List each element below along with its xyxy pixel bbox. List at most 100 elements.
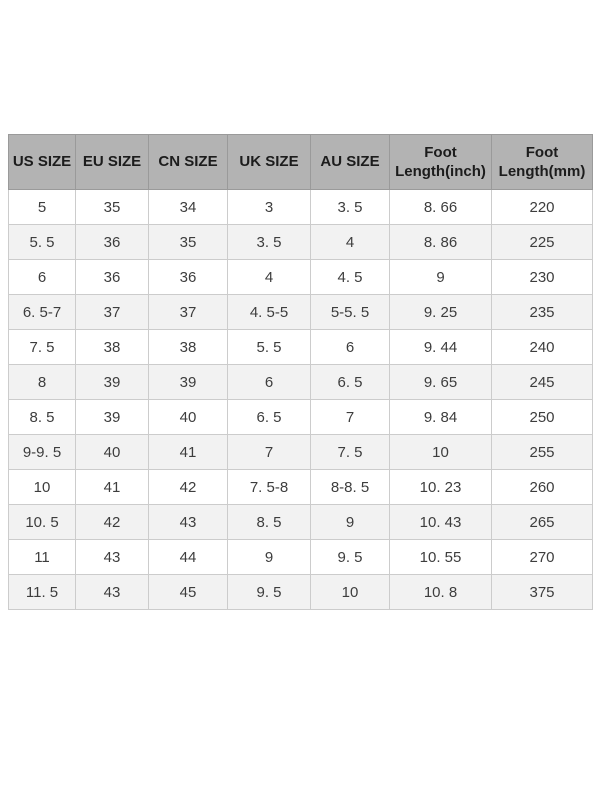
column-header-foot-length-inch: Foot Length(inch) — [389, 134, 492, 190]
column-header-eu-size: EU SIZE — [75, 134, 149, 190]
table-cell: 8. 86 — [389, 224, 492, 260]
column-header-us-size: US SIZE — [8, 134, 76, 190]
table-cell: 37 — [75, 294, 149, 330]
table-cell: 4 — [310, 224, 390, 260]
table-cell: 8. 66 — [389, 189, 492, 225]
table-cell: 11. 5 — [8, 574, 76, 610]
table-cell: 42 — [148, 469, 228, 505]
table-cell: 10. 5 — [8, 504, 76, 540]
table-cell: 6 — [310, 329, 390, 365]
table-cell: 9. 5 — [227, 574, 311, 610]
table-cell: 5. 5 — [8, 224, 76, 260]
table-row: 10. 5 42 43 8. 5 9 10. 43 265 — [8, 504, 593, 540]
table-cell: 250 — [491, 399, 593, 435]
table-cell: 4 — [227, 259, 311, 295]
table-cell: 6 — [227, 364, 311, 400]
table-cell: 265 — [491, 504, 593, 540]
table-cell: 34 — [148, 189, 228, 225]
table-cell: 4. 5-5 — [227, 294, 311, 330]
column-header-uk-size: UK SIZE — [227, 134, 311, 190]
table-cell: 3. 5 — [310, 189, 390, 225]
table-cell: 8 — [8, 364, 76, 400]
table-cell: 5. 5 — [227, 329, 311, 365]
table-cell: 43 — [75, 539, 149, 575]
table-cell: 36 — [148, 259, 228, 295]
table-cell: 43 — [148, 504, 228, 540]
table-cell: 40 — [148, 399, 228, 435]
table-header-row: US SIZE EU SIZE CN SIZE UK SIZE AU SIZE … — [8, 134, 593, 190]
table-row: 6 36 36 4 4. 5 9 230 — [8, 259, 593, 295]
table-row: 10 41 42 7. 5-8 8-8. 5 10. 23 260 — [8, 469, 593, 505]
table-cell: 9. 5 — [310, 539, 390, 575]
table-cell: 6. 5-7 — [8, 294, 76, 330]
table-cell: 10. 8 — [389, 574, 492, 610]
table-cell: 260 — [491, 469, 593, 505]
table-cell: 9. 25 — [389, 294, 492, 330]
table-cell: 3. 5 — [227, 224, 311, 260]
table-cell: 225 — [491, 224, 593, 260]
table-row: 11. 5 43 45 9. 5 10 10. 8 375 — [8, 574, 593, 610]
table-cell: 4. 5 — [310, 259, 390, 295]
column-header-au-size: AU SIZE — [310, 134, 390, 190]
size-chart-table-body: 5 35 34 3 3. 5 8. 66 220 5. 5 36 35 3. 5 4 8. 86 225 6… — [8, 189, 593, 610]
table-cell: 37 — [148, 294, 228, 330]
table-cell: 41 — [75, 469, 149, 505]
table-cell: 230 — [491, 259, 593, 295]
table-cell: 7. 5 — [8, 329, 76, 365]
table-cell: 36 — [75, 224, 149, 260]
table-cell: 10. 43 — [389, 504, 492, 540]
table-row: 8 39 39 6 6. 5 9. 65 245 — [8, 364, 593, 400]
table-cell: 45 — [148, 574, 228, 610]
table-cell: 38 — [148, 329, 228, 365]
table-cell: 9. 65 — [389, 364, 492, 400]
table-cell: 270 — [491, 539, 593, 575]
table-row: 7. 5 38 38 5. 5 6 9. 44 240 — [8, 329, 593, 365]
table-cell: 9 — [227, 539, 311, 575]
table-cell: 36 — [75, 259, 149, 295]
table-cell: 35 — [148, 224, 228, 260]
table-cell: 375 — [491, 574, 593, 610]
table-row: 9-9. 5 40 41 7 7. 5 10 255 — [8, 434, 593, 470]
table-cell: 9-9. 5 — [8, 434, 76, 470]
table-cell: 9 — [389, 259, 492, 295]
table-cell: 10 — [389, 434, 492, 470]
table-cell: 240 — [491, 329, 593, 365]
table-cell: 42 — [75, 504, 149, 540]
table-cell: 7 — [310, 399, 390, 435]
table-cell: 5-5. 5 — [310, 294, 390, 330]
table-cell: 7. 5 — [310, 434, 390, 470]
table-row: 5 35 34 3 3. 5 8. 66 220 — [8, 189, 593, 225]
table-cell: 40 — [75, 434, 149, 470]
table-cell: 6. 5 — [227, 399, 311, 435]
table-cell: 6 — [8, 259, 76, 295]
size-chart-table: US SIZE EU SIZE CN SIZE UK SIZE AU SIZE … — [8, 134, 593, 610]
column-header-cn-size: CN SIZE — [148, 134, 228, 190]
table-cell: 9 — [310, 504, 390, 540]
table-cell: 235 — [491, 294, 593, 330]
table-row: 5. 5 36 35 3. 5 4 8. 86 225 — [8, 224, 593, 260]
table-cell: 10 — [8, 469, 76, 505]
table-row: 8. 5 39 40 6. 5 7 9. 84 250 — [8, 399, 593, 435]
table-cell: 7. 5-8 — [227, 469, 311, 505]
table-cell: 6. 5 — [310, 364, 390, 400]
table-cell: 8. 5 — [8, 399, 76, 435]
table-cell: 245 — [491, 364, 593, 400]
table-cell: 10 — [310, 574, 390, 610]
table-cell: 255 — [491, 434, 593, 470]
table-cell: 39 — [148, 364, 228, 400]
table-cell: 9. 44 — [389, 329, 492, 365]
table-cell: 3 — [227, 189, 311, 225]
table-cell: 44 — [148, 539, 228, 575]
table-cell: 11 — [8, 539, 76, 575]
table-cell: 38 — [75, 329, 149, 365]
table-cell: 8-8. 5 — [310, 469, 390, 505]
table-cell: 10. 55 — [389, 539, 492, 575]
table-cell: 43 — [75, 574, 149, 610]
table-cell: 35 — [75, 189, 149, 225]
table-cell: 39 — [75, 364, 149, 400]
table-cell: 220 — [491, 189, 593, 225]
table-cell: 10. 23 — [389, 469, 492, 505]
table-row: 11 43 44 9 9. 5 10. 55 270 — [8, 539, 593, 575]
table-cell: 8. 5 — [227, 504, 311, 540]
